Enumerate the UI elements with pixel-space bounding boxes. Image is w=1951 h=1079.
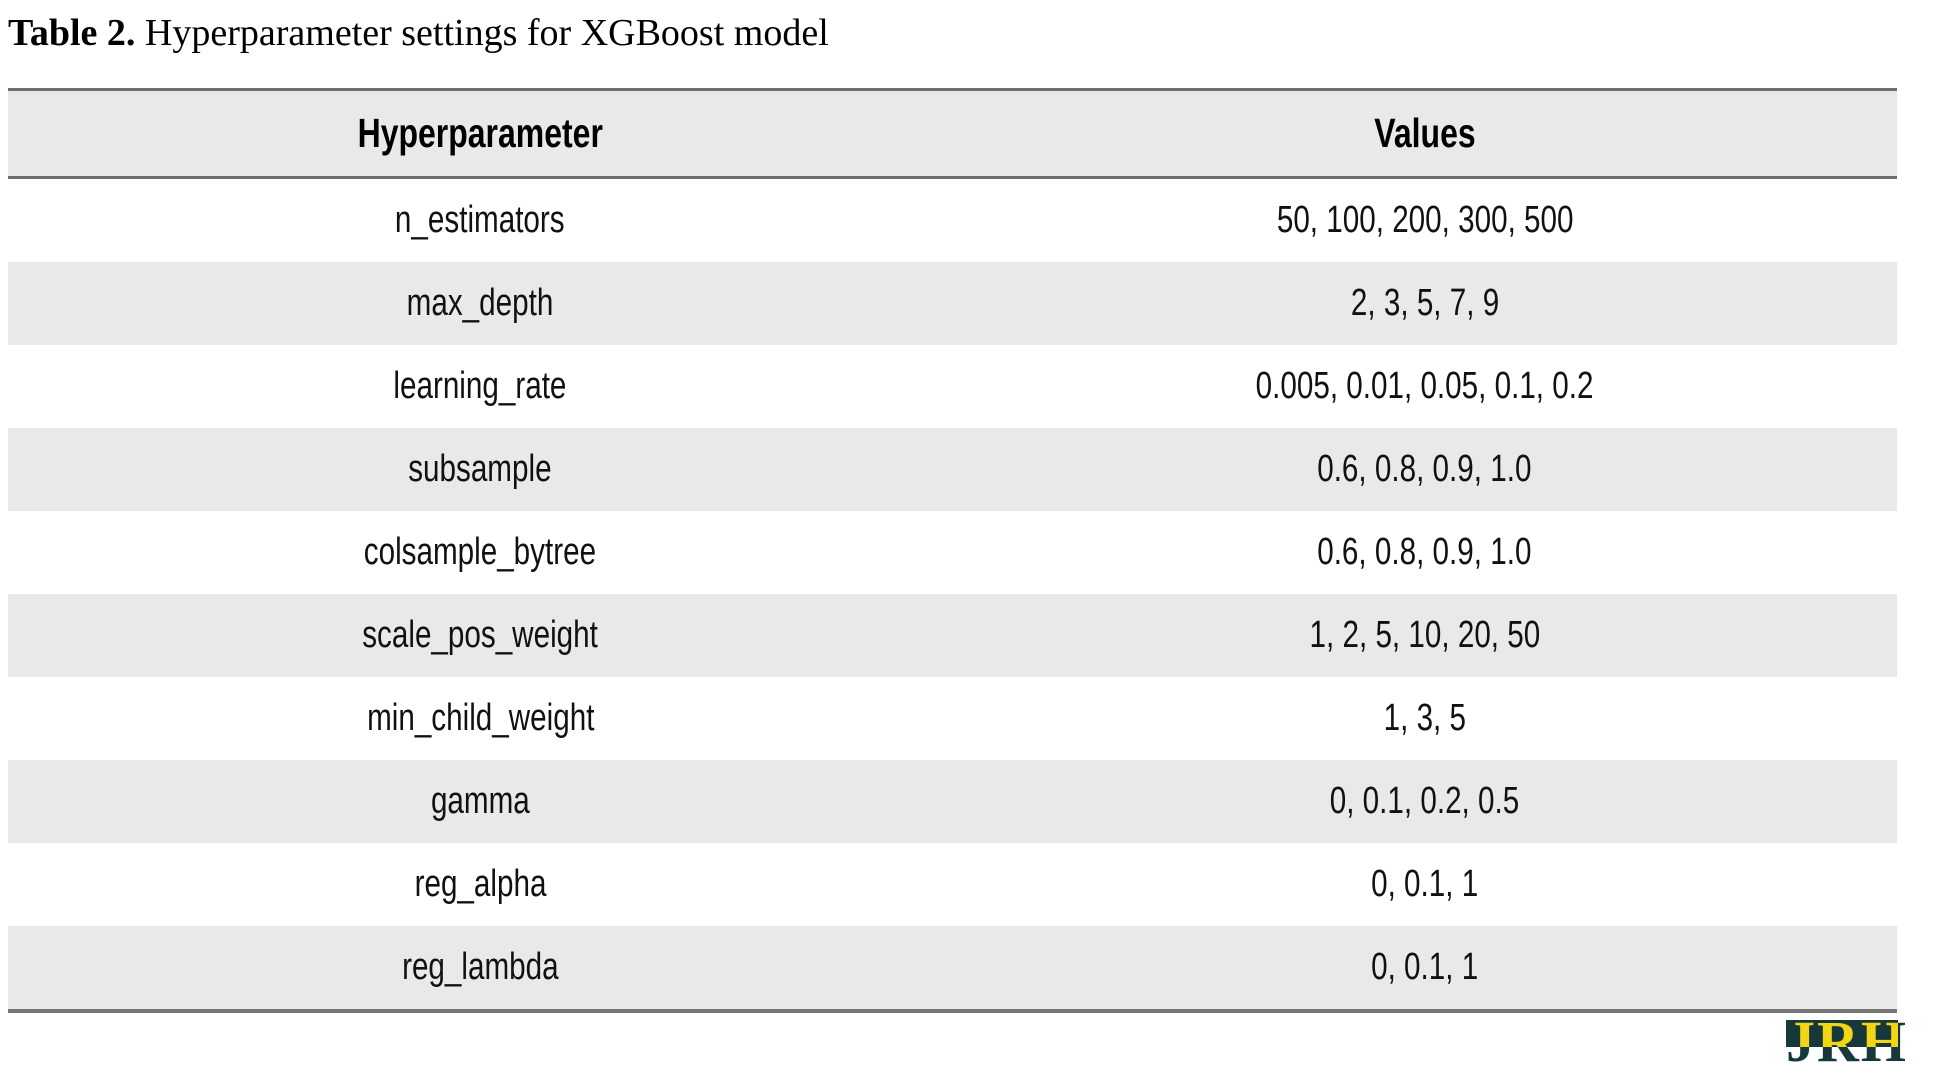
values-cell: 0.6, 0.8, 0.9, 1.0 bbox=[1317, 531, 1532, 573]
values-cell: 1, 2, 5, 10, 20, 50 bbox=[1309, 614, 1541, 656]
table-row: reg_alpha 0, 0.1, 1 bbox=[8, 843, 1897, 926]
values-cell: 0, 0.1, 1 bbox=[1371, 946, 1479, 988]
table-caption: Table 2. Hyperparameter settings for XGB… bbox=[8, 10, 829, 56]
values-cell: 1, 3, 5 bbox=[1383, 697, 1466, 739]
table-row: learning_rate 0.005, 0.01, 0.05, 0.1, 0.… bbox=[8, 345, 1897, 428]
table-row: n_estimators 50, 100, 200, 300, 500 bbox=[8, 179, 1897, 262]
journal-logo-text: JRH bbox=[1786, 1009, 1908, 1074]
table-row: max_depth 2, 3, 5, 7, 9 bbox=[8, 262, 1897, 345]
table-row: colsample_bytree 0.6, 0.8, 0.9, 1.0 bbox=[8, 511, 1897, 594]
table-header-row: Hyperparameter Values bbox=[8, 88, 1897, 179]
table-row: subsample 0.6, 0.8, 0.9, 1.0 bbox=[8, 428, 1897, 511]
journal-logo-box bbox=[1786, 1020, 1898, 1047]
values-cell: 0.005, 0.01, 0.05, 0.1, 0.2 bbox=[1255, 365, 1594, 407]
values-cell: 0, 0.1, 1 bbox=[1371, 863, 1479, 905]
values-cell: 0, 0.1, 0.2, 0.5 bbox=[1329, 780, 1520, 822]
table-row: reg_lambda 0, 0.1, 1 bbox=[8, 926, 1897, 1009]
table-row: min_child_weight 1, 3, 5 bbox=[8, 677, 1897, 760]
param-cell: subsample bbox=[408, 448, 552, 490]
table-row: scale_pos_weight 1, 2, 5, 10, 20, 50 bbox=[8, 594, 1897, 677]
param-cell: gamma bbox=[430, 780, 530, 822]
param-cell: colsample_bytree bbox=[364, 531, 597, 573]
column-header-hyperparameter: Hyperparameter bbox=[357, 110, 603, 156]
param-cell: learning_rate bbox=[393, 365, 567, 407]
param-cell: max_depth bbox=[406, 282, 554, 324]
table-body: n_estimators 50, 100, 200, 300, 500 max_… bbox=[8, 179, 1897, 1013]
column-header-values: Values bbox=[1374, 110, 1476, 156]
hyperparameter-table: Hyperparameter Values n_estimators 50, 1… bbox=[8, 88, 1897, 1013]
values-cell: 2, 3, 5, 7, 9 bbox=[1350, 282, 1499, 324]
values-cell: 0.6, 0.8, 0.9, 1.0 bbox=[1317, 448, 1532, 490]
table-row: gamma 0, 0.1, 0.2, 0.5 bbox=[8, 760, 1897, 843]
param-cell: scale_pos_weight bbox=[362, 614, 599, 656]
table-caption-text: Hyperparameter settings for XGBoost mode… bbox=[135, 12, 829, 54]
param-cell: n_estimators bbox=[395, 199, 566, 241]
param-cell: reg_lambda bbox=[401, 946, 559, 988]
param-cell: reg_alpha bbox=[414, 863, 547, 905]
values-cell: 50, 100, 200, 300, 500 bbox=[1276, 199, 1574, 241]
param-cell: min_child_weight bbox=[366, 697, 594, 739]
table-caption-number: Table 2. bbox=[8, 12, 136, 54]
journal-logo: JRH JRH bbox=[1786, 1013, 1906, 1071]
